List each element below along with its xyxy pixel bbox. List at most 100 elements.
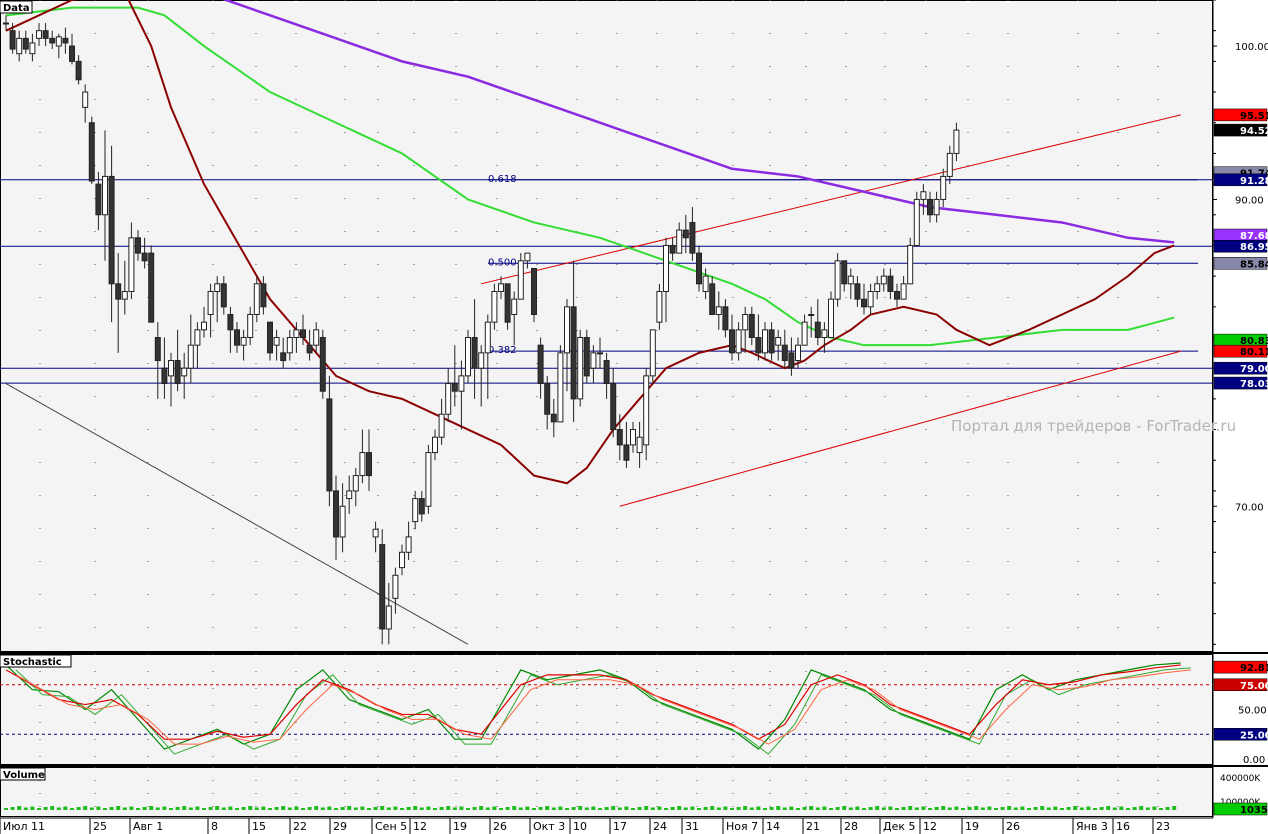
volume-bar — [479, 806, 484, 810]
volume-bar — [1013, 807, 1018, 810]
volume-bar — [353, 807, 358, 810]
volume-bar — [1099, 807, 1104, 810]
volume-bar — [459, 806, 464, 810]
volume-bar — [188, 807, 193, 810]
stochastic-tick-label: 0.00 — [1243, 755, 1265, 766]
volume-bar — [155, 807, 160, 810]
price-marker-box — [1213, 239, 1268, 253]
candle — [669, 244, 676, 254]
volume-bar — [439, 807, 444, 810]
candle — [293, 329, 300, 339]
volume-bar — [228, 806, 233, 810]
candle — [240, 337, 247, 346]
candle — [108, 175, 115, 285]
candle — [715, 306, 722, 315]
volume-bar — [862, 808, 866, 810]
volume-bar — [756, 806, 761, 810]
volume-bar — [162, 806, 167, 810]
candle — [656, 290, 663, 323]
candle — [379, 544, 386, 630]
x-tick-label: Июл 11 — [3, 820, 45, 833]
volume-bar — [1007, 806, 1012, 810]
x-tick-label: 12 — [413, 820, 427, 833]
volume-bar — [215, 806, 220, 810]
volume-bar — [129, 806, 134, 810]
volume-bar — [103, 808, 107, 810]
candle — [913, 198, 920, 246]
price-marker: 87.68 — [1240, 231, 1268, 242]
volume-bar — [1119, 806, 1124, 810]
volume-bar — [136, 808, 140, 810]
price-marker-box — [1213, 108, 1268, 122]
volume-bar — [558, 806, 563, 810]
volume-bar — [538, 807, 543, 810]
candle — [504, 283, 511, 323]
volume-bar — [716, 807, 721, 810]
candle — [194, 329, 201, 346]
candle — [399, 551, 405, 569]
volume-bar — [50, 806, 55, 810]
candle — [82, 91, 89, 108]
volume-bar — [749, 807, 754, 810]
trend-line — [481, 114, 1181, 285]
volume-bar — [782, 807, 787, 810]
x-tick-label: 19 — [965, 820, 979, 833]
volume-bar — [934, 807, 939, 810]
candle — [88, 122, 95, 182]
candle — [735, 329, 742, 354]
volume-bar — [406, 807, 411, 810]
volume-bar — [591, 806, 596, 810]
candle — [412, 498, 419, 523]
candle — [55, 36, 62, 47]
volume-bar — [63, 806, 68, 810]
x-tick-label: 25 — [93, 820, 107, 833]
candle — [458, 375, 465, 392]
candle — [352, 475, 359, 492]
volume-bar — [433, 808, 437, 810]
volume-bar — [1145, 807, 1150, 810]
x-tick-label: 10 — [573, 820, 587, 833]
volume-bar — [1112, 807, 1117, 810]
volume-bar — [4, 808, 8, 810]
x-tick-label: 29 — [333, 820, 347, 833]
candle — [676, 229, 683, 254]
candle — [643, 375, 650, 446]
volume-bar — [763, 808, 767, 810]
candle — [623, 444, 630, 461]
candle — [326, 398, 333, 492]
volume-bar — [380, 806, 385, 810]
volume-bar — [776, 806, 781, 810]
candle — [75, 60, 82, 81]
volume-bar — [1152, 806, 1157, 810]
volume-bar — [30, 806, 35, 810]
volume-tick-label: 400000K — [1220, 774, 1261, 784]
candle — [214, 283, 221, 292]
price-marker: 79.00 — [1240, 364, 1268, 375]
volume-bar — [578, 806, 583, 810]
candle — [234, 329, 240, 346]
volume-bar — [598, 808, 602, 810]
candle — [478, 352, 485, 369]
candle — [821, 329, 828, 339]
volume-bar — [248, 806, 253, 810]
volume-bar — [419, 807, 424, 810]
volume-bar — [466, 808, 470, 810]
candle — [141, 252, 148, 262]
volume-bar — [1033, 807, 1038, 810]
candle — [828, 298, 834, 339]
volume-bar — [624, 806, 629, 810]
candle — [847, 275, 854, 285]
candle — [524, 252, 531, 262]
candle — [95, 183, 102, 216]
candle — [742, 313, 749, 331]
candle — [801, 321, 808, 346]
candle — [313, 329, 320, 346]
candle — [933, 198, 940, 216]
candle — [880, 275, 887, 285]
candle — [260, 283, 267, 308]
candle — [154, 337, 161, 362]
price-marker-box — [1213, 361, 1268, 375]
volume-bar — [301, 808, 305, 810]
volume-bar — [347, 806, 352, 810]
candle — [36, 30, 42, 39]
